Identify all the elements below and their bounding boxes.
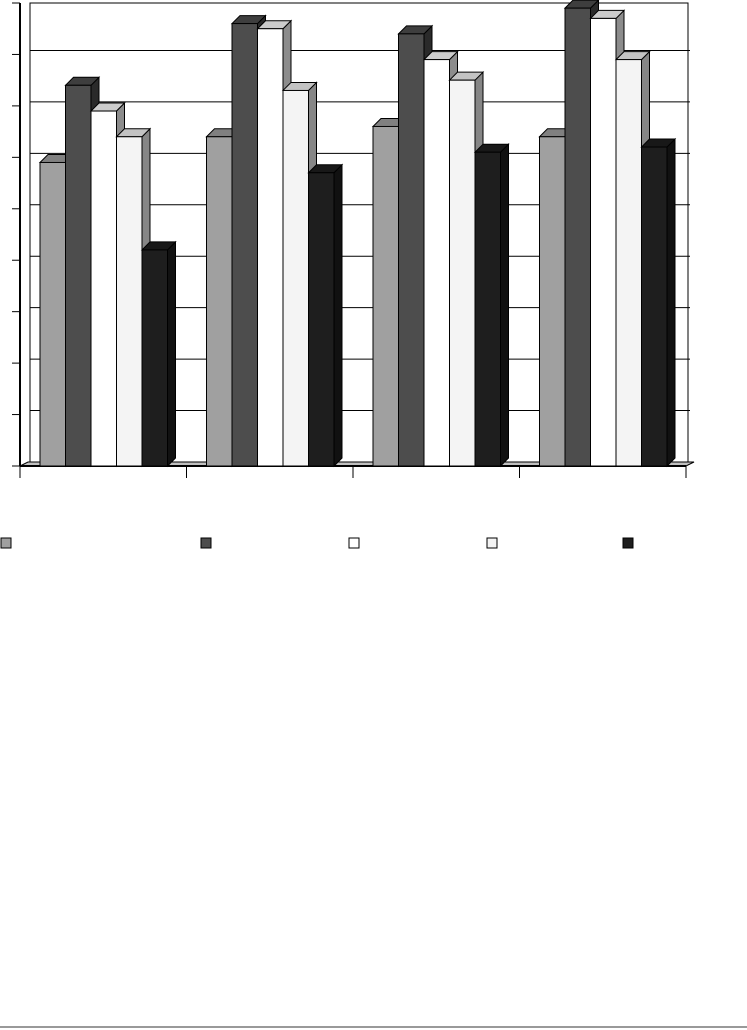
bar-front: [615, 59, 642, 467]
bar-front: [282, 89, 309, 467]
bar-front: [423, 59, 450, 467]
bar-front: [474, 151, 501, 467]
bar: [140, 240, 177, 468]
bar-front: [308, 172, 335, 467]
bar-front: [590, 17, 617, 467]
bar-front: [539, 136, 566, 467]
bar-front: [90, 110, 117, 467]
bar-front: [39, 161, 66, 467]
legend-swatch: [348, 537, 360, 549]
bar-side: [167, 240, 176, 468]
bar-front: [372, 125, 399, 467]
bar-front: [449, 79, 476, 467]
bar: [640, 137, 677, 468]
bar-front: [398, 33, 425, 467]
bar-front: [116, 136, 143, 467]
bar-front: [206, 136, 233, 467]
bar: [307, 163, 344, 468]
bar-front: [641, 146, 668, 467]
bar-front: [257, 28, 284, 467]
bar-front: [141, 249, 168, 467]
legend-swatch: [0, 537, 12, 549]
legend-swatch: [486, 537, 498, 549]
bar-side: [500, 142, 509, 468]
bar-side: [666, 137, 676, 468]
bar-front: [231, 23, 258, 467]
legend-swatch: [200, 537, 212, 549]
legend-swatch: [622, 537, 634, 549]
bar-front: [65, 84, 92, 467]
bar-front: [564, 7, 591, 467]
bar-side: [333, 163, 343, 468]
bar: [473, 142, 510, 468]
